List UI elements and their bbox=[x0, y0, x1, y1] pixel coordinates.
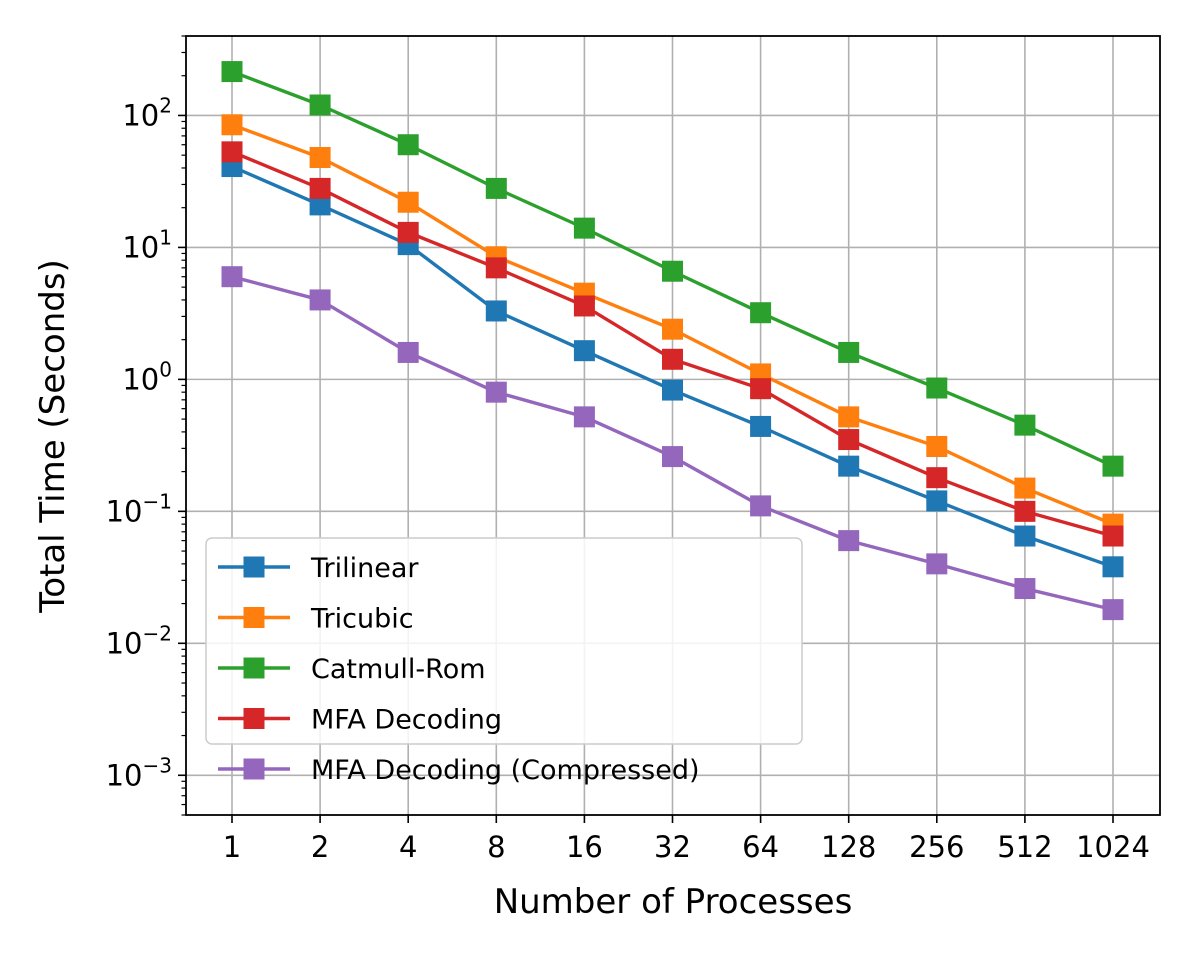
x-tick-label: 512 bbox=[997, 830, 1052, 864]
data-point bbox=[221, 266, 243, 288]
legend-marker bbox=[243, 657, 265, 679]
data-point bbox=[397, 221, 419, 243]
data-point bbox=[1014, 525, 1036, 547]
x-tick-label: 128 bbox=[821, 830, 876, 864]
data-point bbox=[750, 378, 772, 400]
data-point bbox=[309, 194, 331, 216]
data-point bbox=[397, 191, 419, 213]
data-point bbox=[309, 94, 331, 116]
data-point bbox=[1014, 578, 1036, 600]
data-point bbox=[750, 415, 772, 437]
legend: Trilinear Tricubic Catmull-Rom MFA Decoding… bbox=[205, 537, 803, 786]
y-tick-label: 102 bbox=[122, 93, 172, 132]
legend-entry-label: Catmull-Rom bbox=[311, 654, 486, 685]
data-point bbox=[926, 377, 948, 399]
x-tick-label: 1024 bbox=[1076, 830, 1150, 864]
data-point bbox=[1014, 414, 1036, 436]
data-point bbox=[573, 340, 595, 362]
data-point bbox=[662, 348, 683, 370]
y-tick-label: 10−1 bbox=[106, 489, 172, 528]
data-point bbox=[662, 318, 683, 340]
data-point bbox=[309, 147, 331, 169]
data-point bbox=[1014, 477, 1036, 499]
legend-entry-label: MFA Decoding bbox=[311, 705, 502, 736]
y-tick-label: 101 bbox=[122, 225, 172, 264]
data-point bbox=[838, 455, 860, 477]
data-point bbox=[1102, 525, 1124, 547]
data-point bbox=[838, 530, 860, 552]
x-tick-label: 1 bbox=[223, 830, 241, 864]
data-point bbox=[221, 114, 243, 136]
data-point bbox=[926, 490, 948, 512]
data-point bbox=[750, 495, 772, 517]
data-point bbox=[221, 141, 243, 163]
data-point bbox=[573, 217, 595, 239]
legend-marker bbox=[243, 607, 265, 628]
data-point bbox=[1102, 455, 1124, 477]
data-point bbox=[573, 406, 595, 428]
legend-box bbox=[205, 537, 803, 745]
x-tick-label: 32 bbox=[654, 830, 691, 864]
data-point bbox=[485, 257, 507, 279]
x-tick-label: 16 bbox=[566, 830, 603, 864]
data-point bbox=[485, 381, 507, 403]
data-point bbox=[573, 295, 595, 317]
series-lines bbox=[221, 61, 1124, 621]
data-point bbox=[662, 260, 683, 282]
data-point bbox=[662, 379, 683, 401]
y-axis-ticks: 10−3 10−2 10−1 100 101 102 bbox=[106, 35, 186, 816]
data-point bbox=[662, 446, 683, 468]
data-point bbox=[485, 177, 507, 199]
data-point bbox=[926, 467, 948, 489]
data-point bbox=[397, 341, 419, 363]
x-tick-label: 2 bbox=[311, 830, 329, 864]
data-point bbox=[838, 406, 860, 428]
x-tick-label: 256 bbox=[909, 830, 964, 864]
data-point bbox=[397, 134, 419, 156]
legend-marker bbox=[243, 556, 265, 578]
data-point bbox=[926, 553, 948, 575]
x-axis-label: Number of Processes bbox=[494, 882, 853, 922]
data-point bbox=[1014, 500, 1036, 522]
legend-marker bbox=[243, 758, 265, 780]
x-tick-label: 4 bbox=[399, 830, 417, 864]
data-point bbox=[221, 61, 243, 83]
legend-entry-label: MFA Decoding (Compressed) bbox=[311, 755, 700, 786]
legend-entry-label: Trilinear bbox=[310, 553, 419, 584]
legend-entry-label: Tricubic bbox=[310, 604, 414, 635]
data-point bbox=[309, 289, 331, 311]
data-point bbox=[485, 300, 507, 322]
x-axis-ticks: 1 2 4 8 16 32 64 128 256 512 1024 bbox=[223, 815, 1150, 864]
x-tick-label: 8 bbox=[487, 830, 505, 864]
data-point bbox=[1102, 556, 1124, 578]
data-point bbox=[1102, 599, 1124, 621]
y-tick-label: 100 bbox=[122, 357, 172, 396]
data-point bbox=[309, 177, 331, 199]
y-axis-label: Total Time (Seconds) bbox=[33, 259, 73, 614]
data-point bbox=[838, 429, 860, 451]
y-tick-label: 10−3 bbox=[106, 753, 172, 792]
data-point bbox=[838, 341, 860, 363]
y-tick-label: 10−2 bbox=[106, 621, 172, 660]
data-point bbox=[750, 302, 772, 324]
data-point bbox=[926, 436, 948, 458]
legend-marker bbox=[243, 708, 265, 729]
x-tick-label: 64 bbox=[742, 830, 779, 864]
